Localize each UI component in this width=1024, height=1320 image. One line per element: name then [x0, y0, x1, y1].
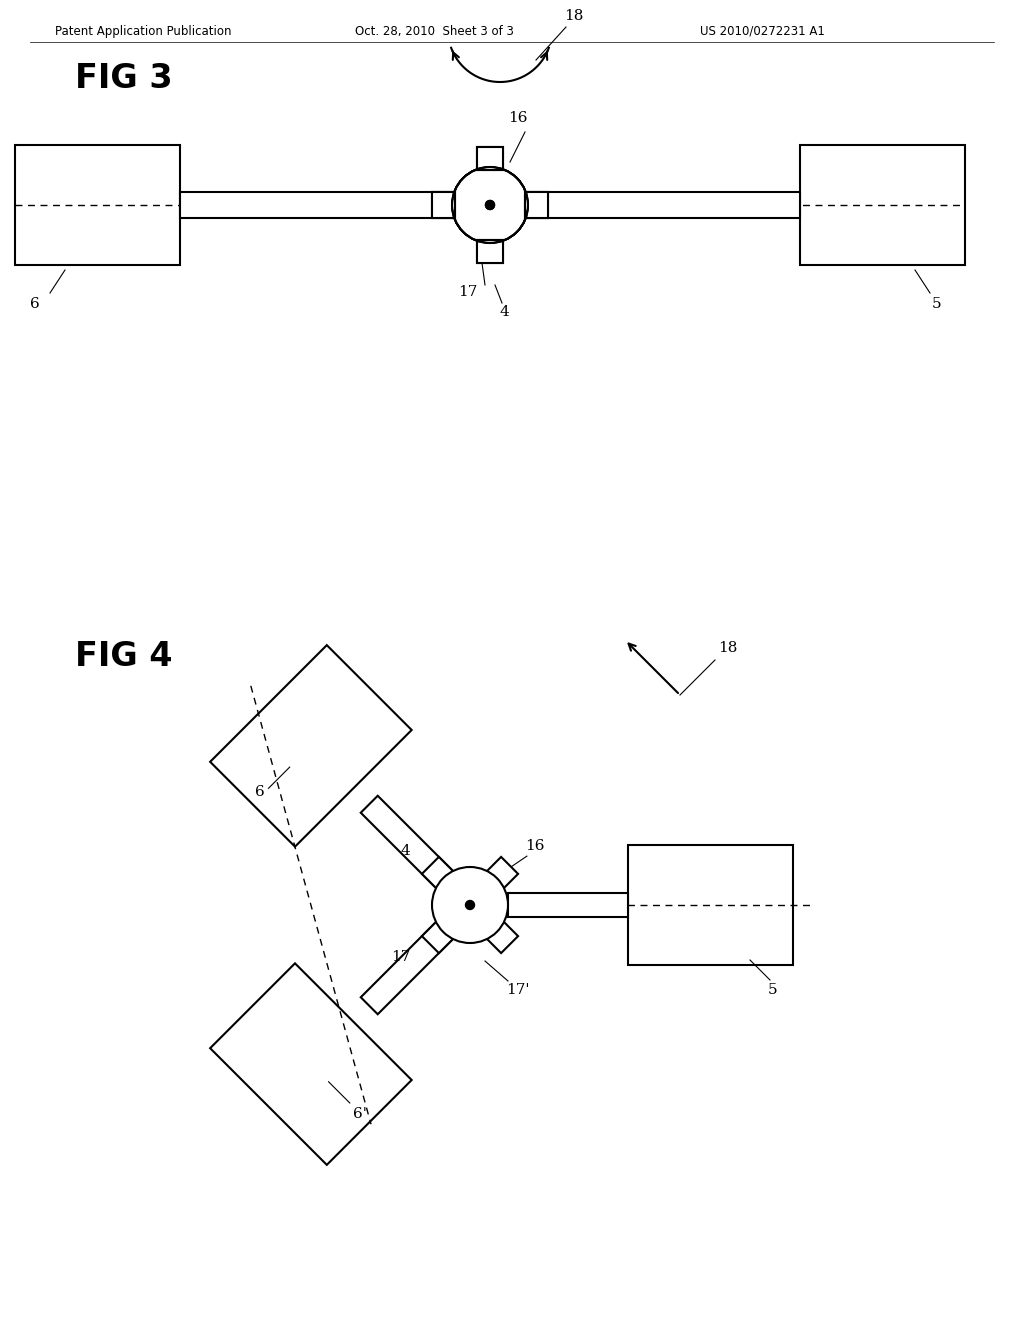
Circle shape: [485, 201, 495, 210]
Text: FIG 3: FIG 3: [75, 62, 173, 95]
Polygon shape: [422, 921, 454, 953]
Bar: [477, 147, 503, 170]
Bar: [432, 191, 455, 218]
Bar: [15, 145, 180, 265]
Text: FIG 4: FIG 4: [75, 640, 172, 673]
Text: US 2010/0272231 A1: US 2010/0272231 A1: [700, 25, 825, 38]
Bar: [800, 145, 965, 265]
Text: 18: 18: [564, 9, 584, 22]
Text: 6: 6: [255, 785, 265, 799]
Polygon shape: [486, 857, 518, 888]
Text: Patent Application Publication: Patent Application Publication: [55, 25, 231, 38]
Polygon shape: [628, 845, 793, 965]
Text: 6: 6: [31, 297, 40, 312]
Bar: [528, 191, 800, 218]
Polygon shape: [422, 857, 454, 888]
Circle shape: [466, 900, 474, 909]
Text: Oct. 28, 2010  Sheet 3 of 3: Oct. 28, 2010 Sheet 3 of 3: [355, 25, 514, 38]
Bar: [477, 240, 503, 263]
Polygon shape: [210, 645, 412, 846]
Text: 18: 18: [718, 642, 737, 655]
Polygon shape: [360, 924, 452, 1014]
Circle shape: [485, 201, 495, 210]
Bar: [525, 191, 548, 218]
Text: 17: 17: [459, 285, 478, 300]
Text: 17': 17': [506, 983, 529, 997]
Text: 4: 4: [500, 305, 510, 319]
Polygon shape: [210, 964, 412, 1164]
Bar: [477, 240, 503, 263]
Text: 17: 17: [391, 950, 411, 964]
Polygon shape: [360, 796, 452, 887]
Text: 6': 6': [353, 1106, 368, 1121]
Circle shape: [453, 168, 527, 242]
Circle shape: [432, 867, 508, 942]
Polygon shape: [508, 894, 628, 917]
Bar: [525, 191, 548, 218]
Bar: [477, 147, 503, 170]
Circle shape: [453, 168, 527, 242]
Bar: [432, 191, 455, 218]
Bar: [180, 191, 452, 218]
Text: 5: 5: [932, 297, 942, 312]
Text: 16: 16: [508, 111, 527, 125]
Polygon shape: [486, 921, 518, 953]
Text: 16: 16: [525, 840, 545, 853]
Text: 4: 4: [400, 843, 411, 858]
Text: 5: 5: [768, 983, 777, 997]
